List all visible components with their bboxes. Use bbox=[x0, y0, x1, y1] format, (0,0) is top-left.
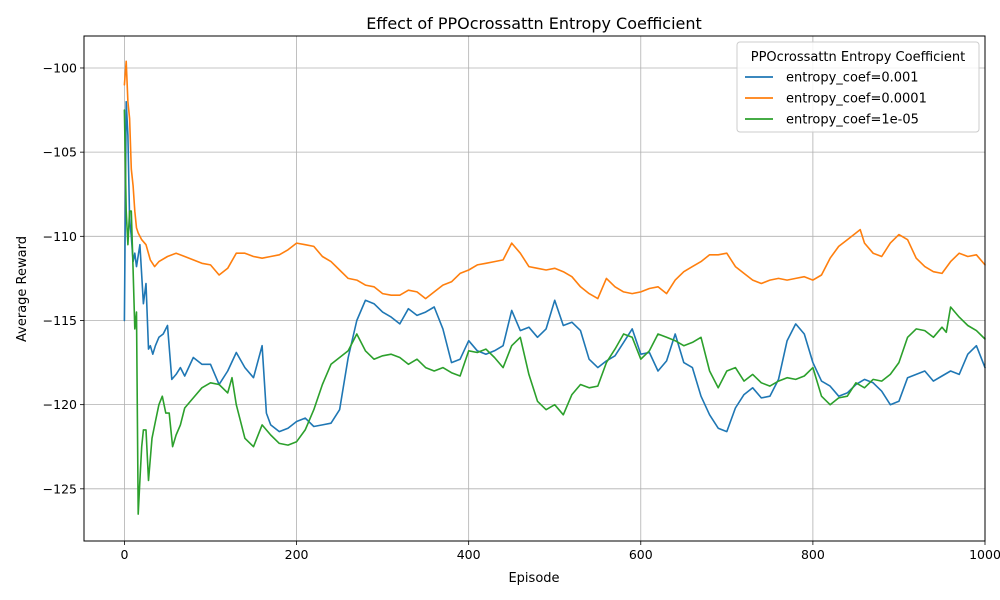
x-tick-label: 0 bbox=[120, 547, 128, 562]
x-axis-label: Episode bbox=[508, 571, 559, 586]
legend-label-2: entropy_coef=1e-05 bbox=[786, 113, 919, 128]
y-tick-label: −100 bbox=[43, 60, 77, 75]
legend-box bbox=[736, 41, 980, 133]
x-tick-label: 200 bbox=[285, 547, 309, 562]
legend-label-0: entropy_coef=0.001 bbox=[786, 71, 919, 86]
x-tick-label: 600 bbox=[629, 547, 653, 562]
legend-label-1: entropy_coef=0.0001 bbox=[786, 92, 927, 107]
y-tick-label: −105 bbox=[43, 145, 77, 160]
legend-entries: entropy_coef=0.001 entropy_coef=0.0001ent… bbox=[745, 71, 927, 128]
y-tick-label: −115 bbox=[43, 313, 77, 328]
legend-title: PPOcrossattn Entropy Coefficient bbox=[751, 50, 965, 65]
series-line-2 bbox=[123, 109, 986, 515]
y-axis-label: Average Reward bbox=[15, 236, 30, 342]
x-tick-label: 1000 bbox=[969, 547, 1000, 562]
y-tick-label: −110 bbox=[43, 229, 77, 244]
y-tick-label: −120 bbox=[43, 397, 77, 412]
series-lines bbox=[123, 60, 986, 515]
chart-title: Effect of PPOcrossattn Entropy Coefficie… bbox=[366, 14, 702, 33]
x-tick-label: 800 bbox=[801, 547, 825, 562]
x-tick-label: 400 bbox=[457, 547, 481, 562]
axis-ticks: 0 200 400 600 800 1000 −125 −120 −115 −110 −105 −10… bbox=[43, 60, 1000, 562]
legend: PPOcrossattn Entropy Coefficient entropy… bbox=[736, 41, 980, 133]
plot-area bbox=[83, 35, 986, 542]
y-tick-label: −125 bbox=[43, 481, 77, 496]
series-line-1 bbox=[123, 60, 986, 300]
